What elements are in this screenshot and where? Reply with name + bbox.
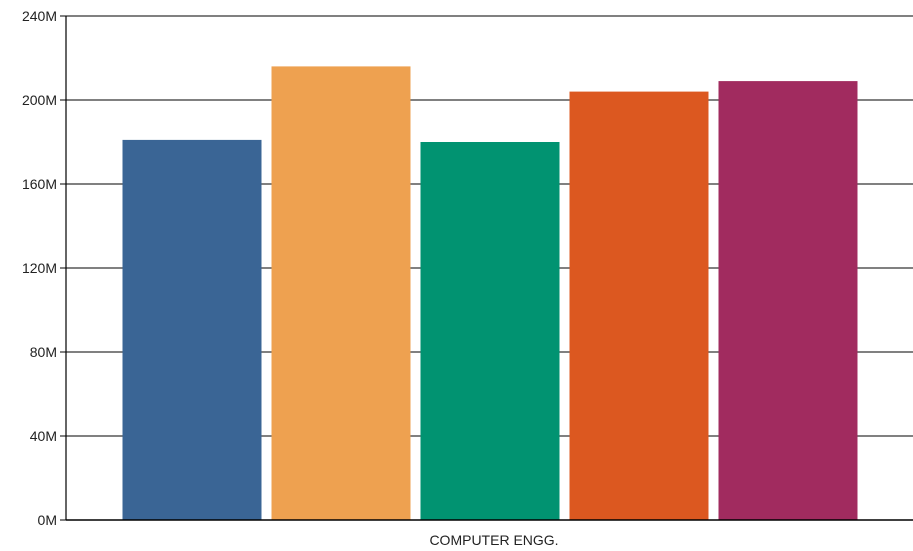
bar[interactable] [718,81,858,520]
y-tick-label: 40M [30,428,57,444]
y-tick-label: 120M [22,260,57,276]
y-tick-label: 80M [30,344,57,360]
bar[interactable] [420,142,560,520]
bars [122,66,858,521]
bar[interactable] [122,139,262,520]
y-tick-label: 200M [22,92,57,108]
x-category-label: COMPUTER ENGG. [429,532,558,548]
y-tick-label: 240M [22,8,57,24]
bar[interactable] [569,91,709,520]
y-tick-label: 160M [22,176,57,192]
bar[interactable] [271,66,411,521]
y-tick-label: 0M [38,512,57,528]
y-axis-ticks: 0M 40M 80M 120M 160M 200M 240M [22,8,66,528]
